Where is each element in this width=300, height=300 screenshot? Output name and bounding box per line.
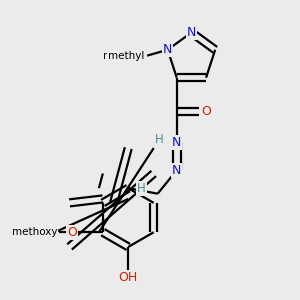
- Text: N: N: [187, 26, 196, 39]
- Text: N: N: [172, 136, 182, 149]
- Text: methyl: methyl: [103, 51, 139, 61]
- Text: O: O: [201, 105, 211, 118]
- Text: methoxy: methoxy: [12, 227, 57, 237]
- Text: N: N: [163, 43, 172, 56]
- Text: H: H: [137, 182, 146, 195]
- Text: OH: OH: [119, 271, 138, 284]
- Text: O: O: [68, 226, 77, 239]
- Text: methyl: methyl: [108, 51, 144, 61]
- Text: H: H: [155, 134, 164, 146]
- Text: N: N: [172, 164, 182, 177]
